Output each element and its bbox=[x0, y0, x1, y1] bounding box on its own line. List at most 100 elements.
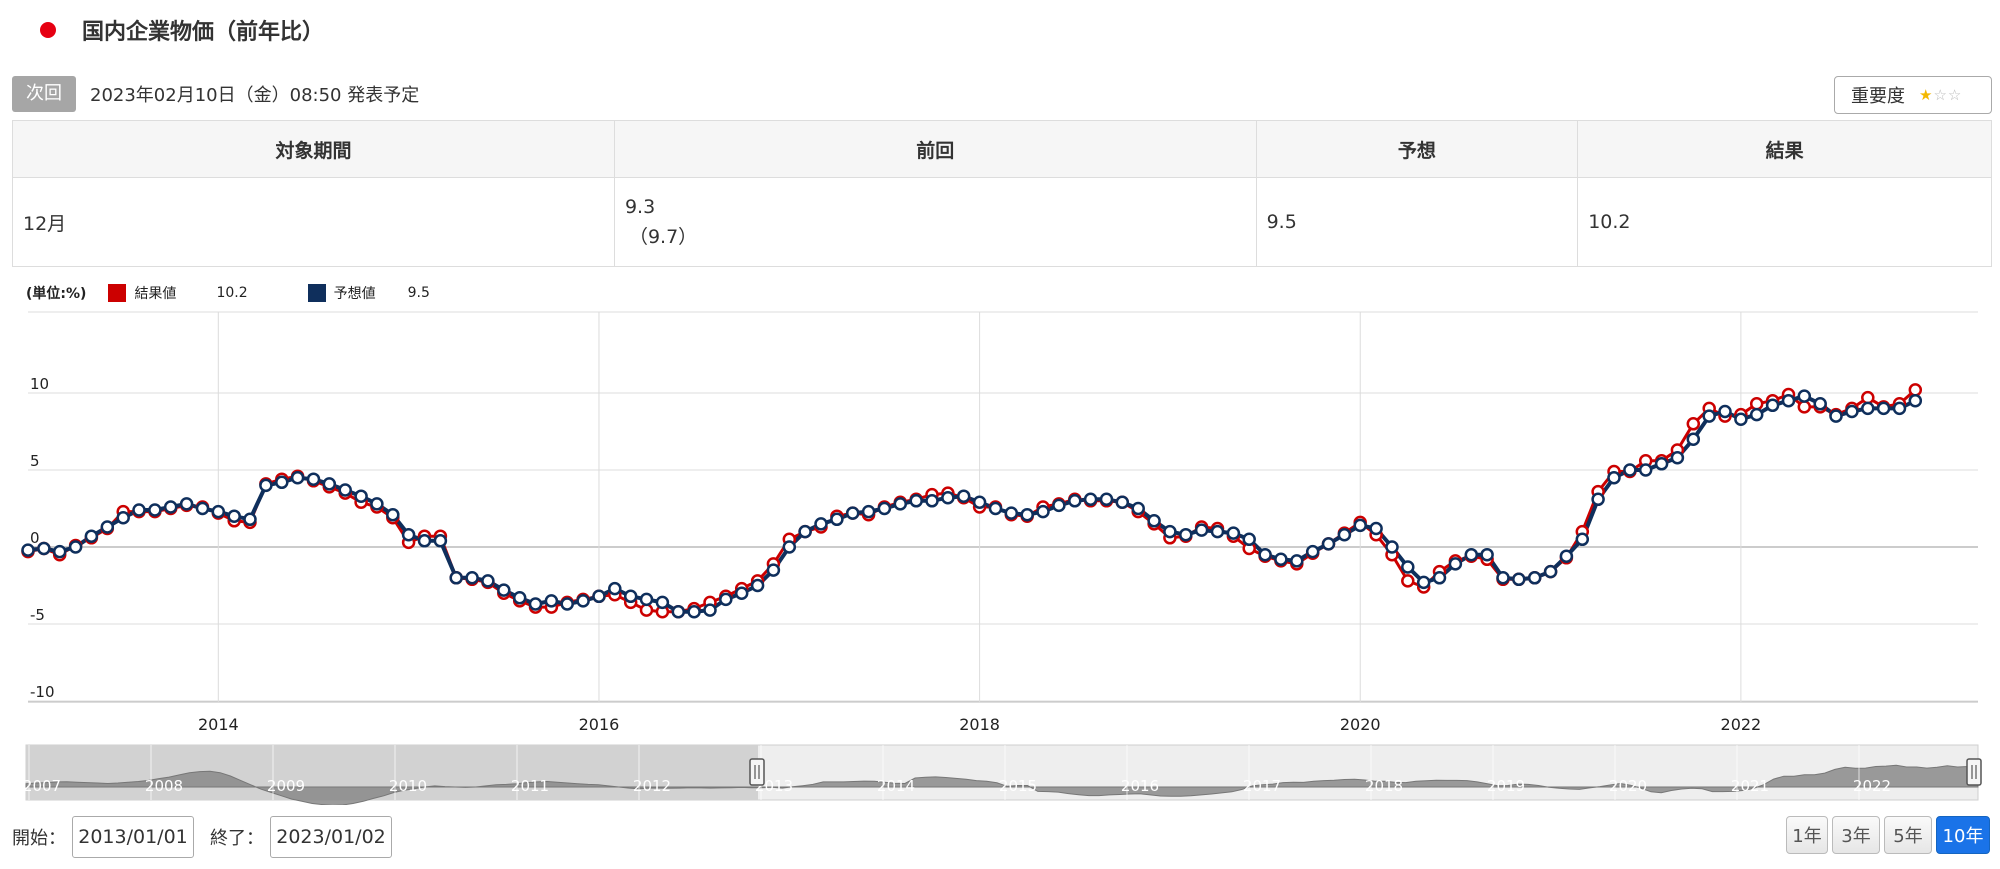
forecast-point[interactable] bbox=[1892, 401, 1907, 416]
forecast-point[interactable] bbox=[1464, 547, 1479, 562]
forecast-point[interactable] bbox=[1861, 401, 1875, 416]
forecast-point[interactable] bbox=[1829, 409, 1843, 423]
forecast-point[interactable] bbox=[1210, 524, 1225, 539]
forecast-point[interactable] bbox=[465, 571, 479, 585]
forecast-point[interactable] bbox=[814, 517, 828, 531]
forecast-point[interactable] bbox=[1686, 432, 1701, 446]
forecast-point[interactable] bbox=[845, 506, 860, 520]
forecast-point[interactable] bbox=[766, 563, 781, 577]
forecast-point[interactable] bbox=[1781, 393, 1796, 408]
result-point[interactable] bbox=[1908, 383, 1923, 397]
forecast-point[interactable] bbox=[893, 497, 908, 511]
forecast-point[interactable] bbox=[84, 529, 99, 543]
forecast-point[interactable] bbox=[703, 603, 717, 617]
forecast-point[interactable] bbox=[1401, 560, 1415, 574]
forecast-point[interactable] bbox=[370, 497, 384, 511]
forecast-point[interactable] bbox=[227, 509, 241, 523]
forecast-point[interactable] bbox=[608, 581, 622, 596]
forecast-point[interactable] bbox=[1908, 393, 1923, 408]
forecast-point[interactable] bbox=[132, 503, 146, 517]
forecast-point[interactable] bbox=[1321, 537, 1336, 551]
forecast-point[interactable] bbox=[861, 504, 876, 519]
forecast-point[interactable] bbox=[956, 489, 971, 503]
forecast-point[interactable] bbox=[1813, 397, 1827, 411]
forecast-point[interactable] bbox=[1242, 532, 1256, 547]
forecast-point[interactable] bbox=[163, 500, 178, 514]
forecast-point[interactable] bbox=[322, 477, 337, 491]
forecast-point[interactable] bbox=[1765, 398, 1780, 413]
result-point[interactable] bbox=[1401, 574, 1415, 588]
forecast-point[interactable] bbox=[1734, 412, 1748, 426]
forecast-point[interactable] bbox=[1496, 571, 1510, 585]
forecast-point[interactable] bbox=[1432, 571, 1447, 585]
forecast-point[interactable] bbox=[1290, 554, 1304, 568]
period-5y-button[interactable]: 5年 bbox=[1884, 816, 1932, 854]
forecast-point[interactable] bbox=[1559, 549, 1574, 563]
forecast-point[interactable] bbox=[560, 597, 574, 611]
forecast-point[interactable] bbox=[1448, 557, 1463, 571]
result-point[interactable] bbox=[1861, 390, 1875, 405]
forecast-point[interactable] bbox=[417, 534, 432, 548]
forecast-point[interactable] bbox=[116, 510, 130, 525]
forecast-point[interactable] bbox=[148, 503, 162, 517]
forecast-point[interactable] bbox=[195, 501, 210, 516]
forecast-point[interactable] bbox=[544, 594, 559, 608]
forecast-point[interactable] bbox=[1797, 389, 1812, 403]
forecast-point[interactable] bbox=[1179, 527, 1193, 542]
forecast-point[interactable] bbox=[52, 544, 67, 559]
forecast-point[interactable] bbox=[1258, 547, 1272, 562]
forecast-point[interactable] bbox=[1416, 575, 1431, 590]
forecast-point[interactable] bbox=[1131, 501, 1145, 516]
forecast-point[interactable] bbox=[68, 540, 83, 554]
forecast-point[interactable] bbox=[1226, 526, 1241, 540]
forecast-point[interactable] bbox=[1052, 498, 1066, 513]
forecast-point[interactable] bbox=[433, 534, 448, 548]
result-point[interactable] bbox=[1686, 417, 1701, 431]
forecast-point[interactable] bbox=[1068, 494, 1082, 508]
forecast-point[interactable] bbox=[1305, 544, 1320, 559]
forecast-point[interactable] bbox=[798, 524, 812, 539]
forecast-point[interactable] bbox=[211, 504, 226, 519]
forecast-point[interactable] bbox=[1099, 492, 1114, 507]
forecast-point[interactable] bbox=[1654, 457, 1669, 471]
forecast-point[interactable] bbox=[1512, 572, 1526, 587]
period-3y-button[interactable]: 3年 bbox=[1832, 816, 1880, 854]
forecast-point[interactable] bbox=[734, 586, 749, 600]
forecast-point[interactable] bbox=[1480, 547, 1494, 562]
forecast-point[interactable] bbox=[275, 475, 289, 490]
forecast-point[interactable] bbox=[655, 595, 670, 610]
forecast-point[interactable] bbox=[1147, 514, 1161, 528]
forecast-point[interactable] bbox=[988, 501, 1003, 516]
result-point[interactable] bbox=[639, 603, 654, 617]
forecast-point[interactable] bbox=[782, 540, 797, 554]
forecast-point[interactable] bbox=[576, 594, 590, 608]
forecast-point[interactable] bbox=[1337, 527, 1352, 542]
forecast-point[interactable] bbox=[1020, 507, 1034, 522]
legend-item-result[interactable]: 結果値 10.2 bbox=[108, 283, 248, 303]
navigator-left-handle[interactable] bbox=[749, 758, 765, 786]
forecast-point[interactable] bbox=[338, 483, 352, 497]
forecast-point[interactable] bbox=[306, 472, 321, 486]
forecast-point[interactable] bbox=[1845, 404, 1859, 419]
forecast-point[interactable] bbox=[1575, 532, 1590, 547]
forecast-point[interactable] bbox=[1527, 571, 1542, 585]
forecast-point[interactable] bbox=[1702, 409, 1716, 423]
period-1y-button[interactable]: 1年 bbox=[1786, 816, 1828, 854]
forecast-point[interactable] bbox=[1274, 552, 1288, 567]
forecast-point[interactable] bbox=[972, 495, 987, 510]
forecast-point[interactable] bbox=[386, 507, 400, 522]
forecast-point[interactable] bbox=[1623, 463, 1637, 477]
forecast-point[interactable] bbox=[100, 520, 115, 534]
forecast-point[interactable] bbox=[1115, 495, 1130, 510]
forecast-point[interactable] bbox=[1638, 463, 1653, 477]
forecast-point[interactable] bbox=[687, 604, 701, 619]
forecast-point[interactable] bbox=[1607, 470, 1621, 485]
forecast-point[interactable] bbox=[1591, 492, 1605, 507]
forecast-point[interactable] bbox=[512, 591, 527, 605]
forecast-point[interactable] bbox=[528, 597, 543, 611]
forecast-point[interactable] bbox=[449, 571, 463, 585]
forecast-point[interactable] bbox=[1749, 407, 1764, 422]
forecast-point[interactable] bbox=[1876, 401, 1891, 416]
forecast-point[interactable] bbox=[877, 501, 892, 516]
navigator[interactable]: 2007 2008 2009 2010 2011 2012 2013 2014 2015 2016… bbox=[23, 744, 1982, 805]
